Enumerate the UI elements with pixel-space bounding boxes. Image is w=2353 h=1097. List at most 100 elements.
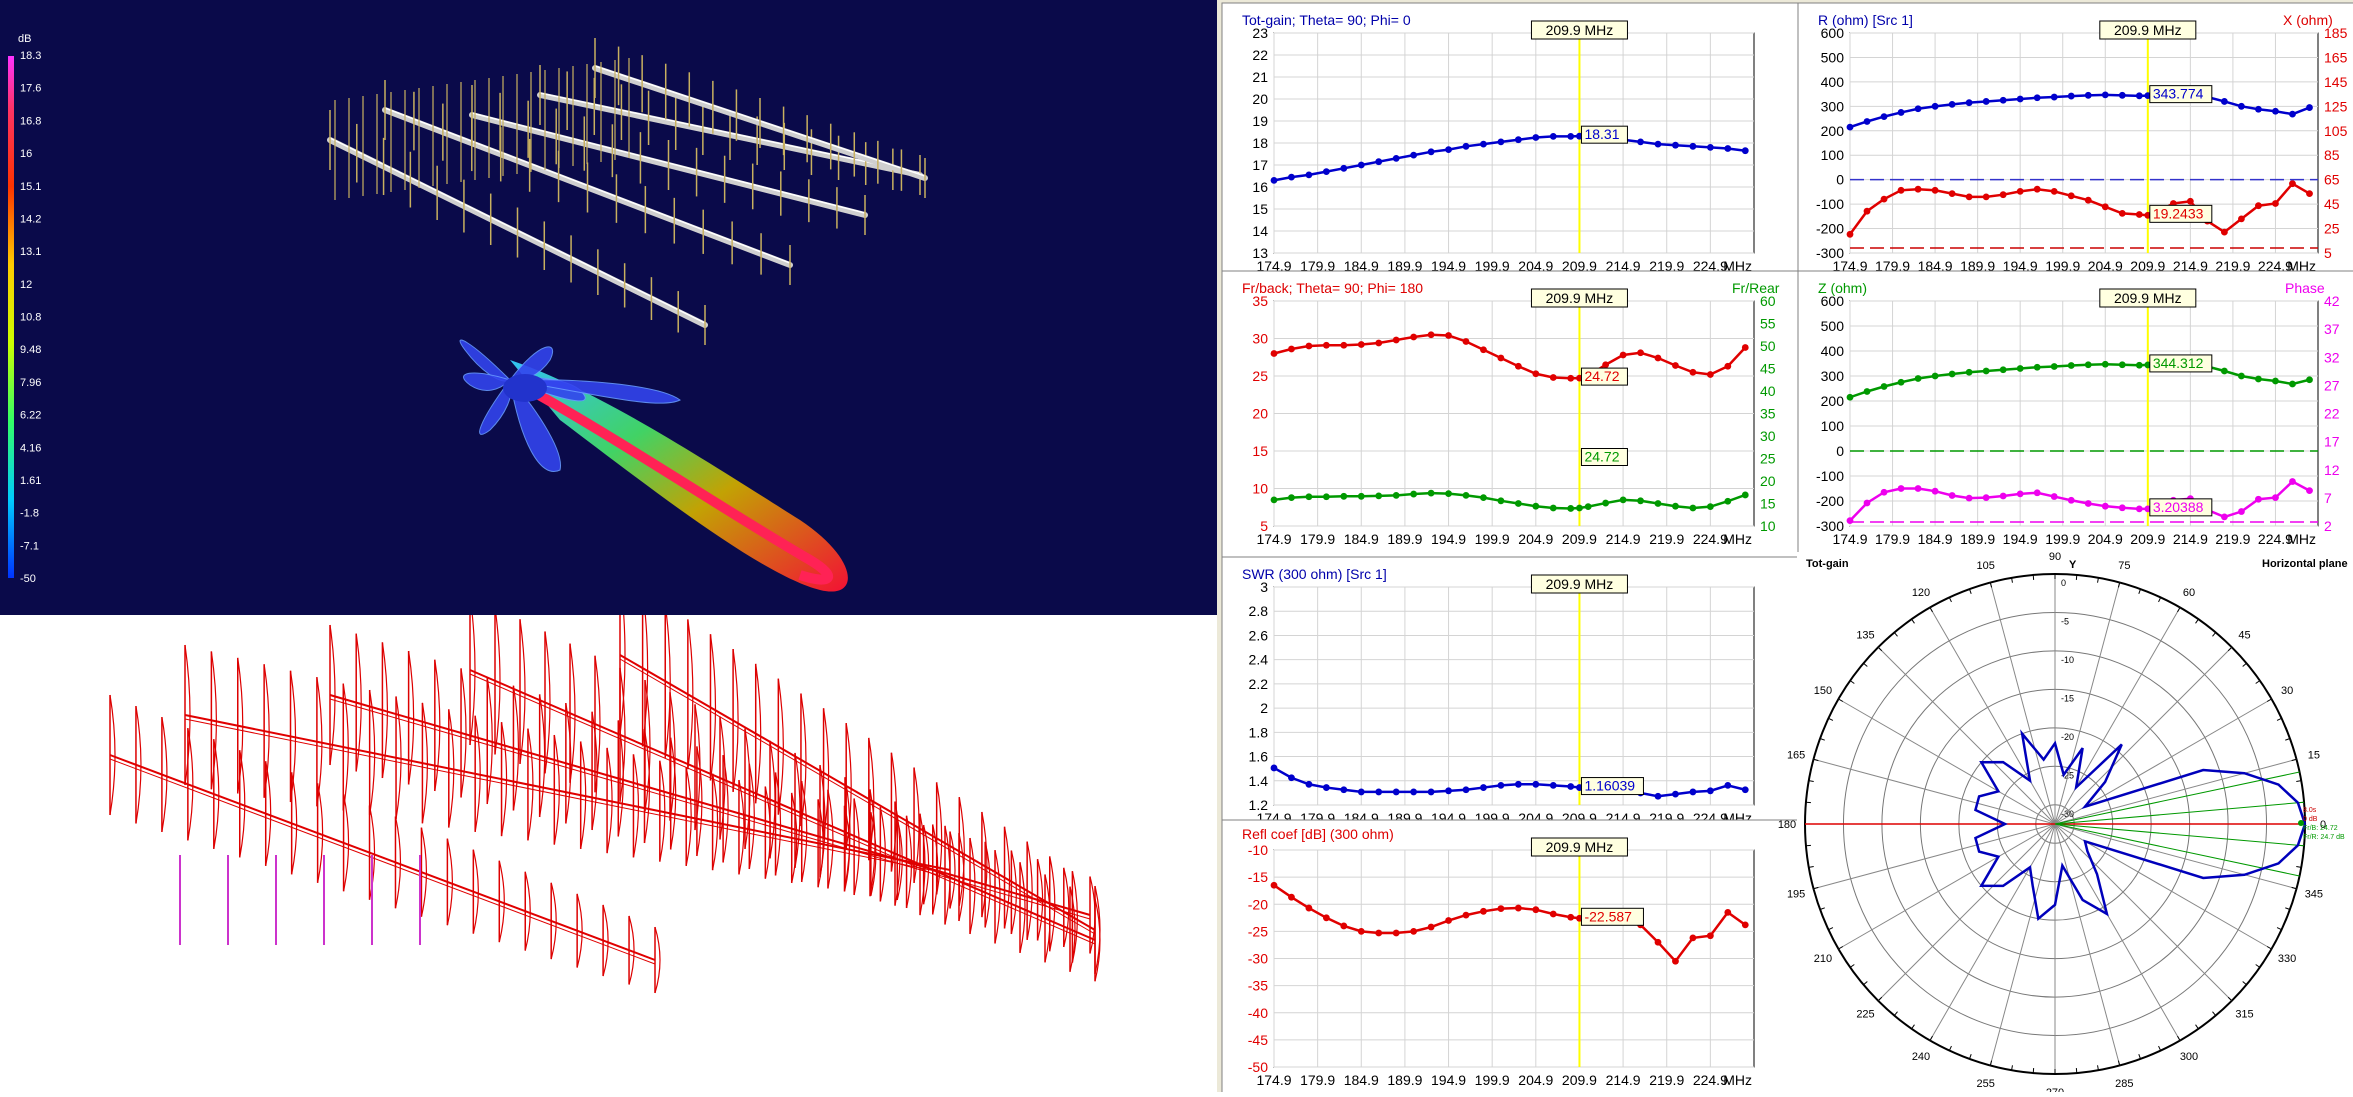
gain-data-point (1655, 141, 1662, 148)
y-tick-label: 200 (1821, 123, 1845, 139)
scale-label: 6.22 (20, 410, 41, 422)
refl-data-point (1480, 908, 1487, 915)
rx-data-point (1881, 196, 1888, 203)
current-boom (620, 655, 1095, 930)
frback-data-point (1271, 497, 1278, 504)
y-tick-label: 20 (1252, 406, 1268, 422)
swr-data-point (1655, 793, 1662, 800)
zp-data-point (2085, 500, 2092, 507)
frback-data-point (1567, 505, 1574, 512)
gain-data-point (1515, 136, 1522, 143)
polar-marker (2298, 820, 2304, 826)
rx-data-point (2187, 198, 2194, 205)
frback-data-point (1690, 505, 1697, 512)
frback-data-point (1393, 492, 1400, 499)
rx-data-point (2221, 229, 2228, 236)
rx-data-point (2221, 98, 2228, 105)
zp-data-point (2068, 497, 2075, 504)
zp-data-point (1983, 494, 1990, 501)
y-tick-label: 25 (1252, 368, 1268, 384)
y2-tick-label: 17 (2324, 434, 2340, 450)
zp-data-point (2289, 478, 2296, 485)
zp-data-point (1881, 489, 1888, 496)
scale-label: 10.8 (20, 312, 41, 324)
zp-data-point (1898, 379, 1905, 386)
scale-label: 9.48 (20, 344, 41, 356)
refl-data-point (1655, 939, 1662, 946)
gain-data-point (1463, 143, 1470, 150)
current-distribution-view[interactable] (0, 615, 1217, 1092)
gain-data-point (1498, 139, 1505, 146)
rx-data-point (1966, 99, 1973, 106)
x-tick-label: 219.9 (1649, 531, 1684, 547)
frback-data-point (1306, 343, 1313, 350)
rx-data-point (2017, 96, 2024, 103)
ring-label: 0 (2061, 578, 2066, 588)
y-tick-label: -15 (1248, 869, 1268, 885)
refl-data-point (1498, 905, 1505, 912)
frback-data-point (1532, 503, 1539, 510)
color-scale-bar (8, 56, 14, 578)
frback-data-point (1724, 498, 1731, 505)
frback-data-point (1323, 342, 1330, 349)
x-tick-label: 204.9 (1518, 1072, 1553, 1088)
zp-data-point (2136, 362, 2143, 369)
y-tick-label: 20 (1252, 91, 1268, 107)
x-tick-label: 214.9 (1606, 1072, 1641, 1088)
rx-data-point (2068, 192, 2075, 199)
readout-value: 18.31 (1584, 126, 1619, 142)
rx-data-point (2068, 93, 2075, 100)
frback-data-point (1655, 355, 1662, 362)
frback-data-point (1340, 342, 1347, 349)
marker-label: 209.9 MHz (1546, 839, 1614, 855)
gain-data-point (1742, 147, 1749, 154)
current-boom (110, 755, 655, 960)
frback-data-point (1567, 375, 1574, 382)
refl-data-point (1393, 930, 1400, 937)
x-tick-label: 219.9 (2215, 531, 2250, 547)
y2-tick-label: 7 (2324, 490, 2332, 506)
zp-plot: 6005004003002001000-100-200-300423732272… (1816, 289, 2340, 547)
x-tick-label: 174.9 (1256, 1072, 1291, 1088)
x-tick-label: 184.9 (1344, 1072, 1379, 1088)
x-tick-label: 214.9 (1606, 531, 1641, 547)
zp-data-point (2119, 504, 2126, 511)
refl-data-point (1375, 930, 1382, 937)
rx-data-point (1847, 124, 1854, 131)
rx-data-point (1932, 187, 1939, 194)
angle-label: 300 (2180, 1051, 2198, 1063)
y-tick-label: -200 (1816, 493, 1844, 509)
zp-data-point (1898, 485, 1905, 492)
y-tick-label: 2.8 (1249, 603, 1269, 619)
zp-data-point (2068, 362, 2075, 369)
zp-data-point (2306, 487, 2313, 494)
polar-note: Fr/R: 24.7 dB (2303, 834, 2345, 841)
y2-tick-label: 2 (2324, 518, 2332, 534)
y2-tick-label: 65 (2324, 172, 2340, 188)
scale-label: 16 (20, 148, 32, 160)
frback-plot: 35302520151056055504540353025201510174.9… (1252, 289, 1775, 547)
gain-data-point (1724, 145, 1731, 152)
refl-data-point (1306, 905, 1313, 912)
refl-data-point (1323, 914, 1330, 921)
y-tick-label: -45 (1248, 1032, 1268, 1048)
readout-value: 24.72 (1584, 368, 1619, 384)
swr-data-point (1672, 791, 1679, 798)
readout-value: 1.16039 (1584, 778, 1635, 794)
scale-label: -50 (20, 573, 36, 585)
rx-data-point (2034, 94, 2041, 101)
y-tick-label: 16 (1252, 179, 1268, 195)
gain-data-point (1323, 168, 1330, 175)
y2-tick-label: 12 (2324, 462, 2340, 478)
zp-data-point (2221, 368, 2228, 375)
rx-data-point (2000, 97, 2007, 104)
y2-tick-label: 165 (2324, 49, 2348, 65)
angle-label: 135 (1856, 629, 1874, 641)
radiation-pattern-3d (460, 340, 848, 592)
polar-plot: 0-5-10-15-20-25-300153045607590105120135… (1778, 551, 2353, 1092)
